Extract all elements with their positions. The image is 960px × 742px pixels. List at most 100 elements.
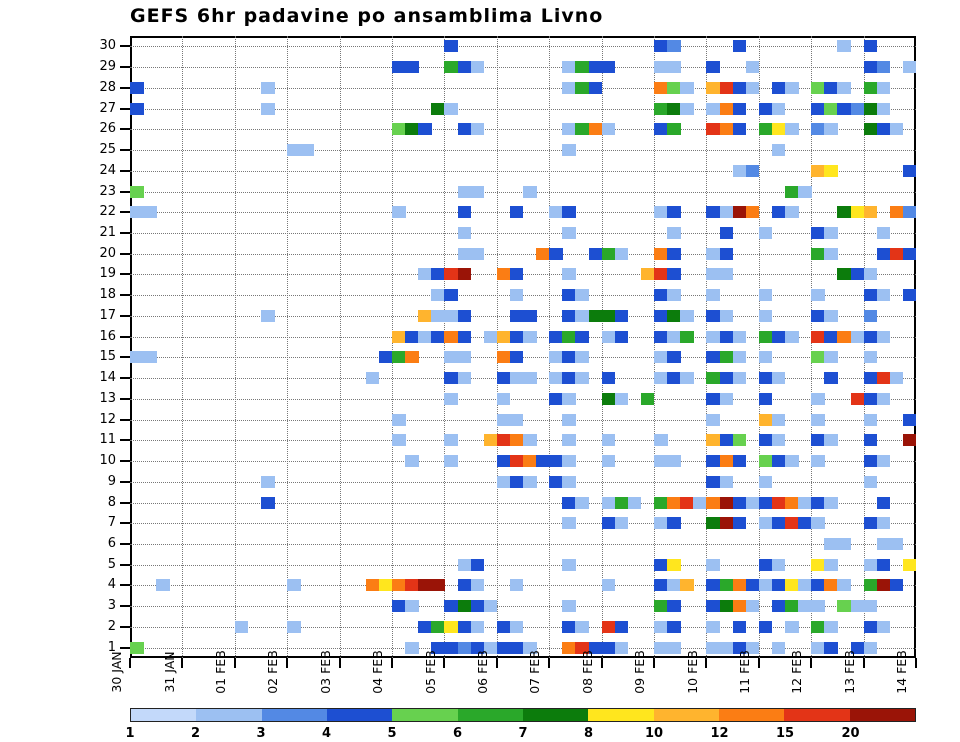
heatmap-cell xyxy=(706,558,720,571)
heatmap-cell xyxy=(509,641,524,654)
y-tick-label: 21 xyxy=(99,224,116,240)
heatmap-cell xyxy=(444,455,458,468)
x-tick xyxy=(548,658,551,668)
heatmap-cell xyxy=(483,330,498,343)
heatmap-cell xyxy=(601,309,616,322)
heatmap-cell xyxy=(654,579,668,592)
heatmap-cell xyxy=(758,434,773,447)
gridline-h xyxy=(130,46,916,48)
x-tick-label-text: 10 FEB xyxy=(684,650,700,694)
heatmap-cell xyxy=(771,123,786,136)
heatmap-cell xyxy=(405,600,419,613)
gridline-v xyxy=(549,36,551,658)
heatmap-cell xyxy=(405,61,419,74)
legend-tick-label: 10 xyxy=(644,726,664,741)
heatmap-cell xyxy=(706,247,720,260)
heatmap-cell xyxy=(588,123,603,136)
heatmap-cell xyxy=(824,372,838,385)
heatmap-cell xyxy=(811,517,825,530)
gridline-h xyxy=(130,502,916,504)
heatmap-cell xyxy=(431,309,445,322)
heatmap-cell xyxy=(811,289,825,302)
heatmap-cell xyxy=(523,455,537,468)
x-tick xyxy=(600,658,603,668)
legend-bar-segment xyxy=(392,709,458,721)
heatmap-cell xyxy=(261,496,275,509)
heatmap-cell xyxy=(758,351,773,364)
heatmap-cell xyxy=(562,517,576,530)
y-tick xyxy=(120,128,130,131)
heatmap-cell xyxy=(785,455,799,468)
legend-tick-label: 8 xyxy=(583,726,594,741)
heatmap-cell xyxy=(654,517,668,530)
heatmap-cell xyxy=(654,620,668,633)
heatmap-cell xyxy=(785,81,799,94)
heatmap-cell xyxy=(549,372,563,385)
gridline-v xyxy=(601,36,603,658)
heatmap-cell xyxy=(824,123,838,136)
y-tick-label: 19 xyxy=(99,266,116,282)
heatmap-cell xyxy=(732,620,747,633)
x-tick-label-text: 07 FEB xyxy=(527,650,543,694)
heatmap-cell xyxy=(640,392,655,405)
heatmap-cell xyxy=(771,81,786,94)
heatmap-cell xyxy=(562,268,576,281)
heatmap-cell xyxy=(654,330,668,343)
heatmap-cell xyxy=(837,330,851,343)
heatmap-cell xyxy=(654,81,668,94)
legend-bar-segment xyxy=(457,709,523,721)
heatmap-cell xyxy=(785,206,799,219)
heatmap-cell xyxy=(470,123,485,136)
heatmap-cell xyxy=(130,351,144,364)
heatmap-cell xyxy=(876,558,891,571)
heatmap-cell xyxy=(758,102,773,115)
heatmap-cell xyxy=(654,247,668,260)
heatmap-cell xyxy=(798,579,812,592)
heatmap-cell xyxy=(575,289,589,302)
heatmap-cell xyxy=(771,372,786,385)
heatmap-cell xyxy=(667,81,681,94)
heatmap-cell xyxy=(719,206,734,219)
heatmap-cell xyxy=(654,600,668,613)
heatmap-cell xyxy=(706,309,720,322)
heatmap-cell xyxy=(575,620,589,633)
heatmap-cell xyxy=(876,289,891,302)
heatmap-cell xyxy=(811,600,825,613)
heatmap-cell xyxy=(509,268,524,281)
y-tick xyxy=(120,335,130,338)
heatmap-cell xyxy=(405,123,419,136)
heatmap-cell xyxy=(667,268,681,281)
y-tick xyxy=(120,66,130,69)
y-tick xyxy=(120,522,130,525)
heatmap-cell xyxy=(509,455,524,468)
heatmap-cell xyxy=(470,247,485,260)
heatmap-cell xyxy=(785,496,799,509)
heatmap-cell xyxy=(837,537,851,550)
legend-tick-label: 7 xyxy=(518,726,528,741)
heatmap-cell xyxy=(732,102,747,115)
y-tick xyxy=(120,86,130,89)
heatmap-cell xyxy=(378,579,393,592)
heatmap-cell xyxy=(444,351,458,364)
heatmap-cell xyxy=(470,579,485,592)
heatmap-cell xyxy=(719,579,734,592)
heatmap-cell xyxy=(405,641,419,654)
heatmap-cell xyxy=(876,372,891,385)
heatmap-cell xyxy=(758,289,773,302)
heatmap-cell xyxy=(392,434,406,447)
heatmap-cell xyxy=(654,351,668,364)
heatmap-cell xyxy=(732,164,747,177)
heatmap-cell xyxy=(392,123,406,136)
heatmap-cell xyxy=(680,496,694,509)
heatmap-cell xyxy=(771,144,786,157)
legend-bar-segment xyxy=(849,709,915,721)
heatmap-cell xyxy=(496,351,511,364)
heatmap-cell xyxy=(523,185,537,198)
heatmap-cell xyxy=(562,413,576,426)
heatmap-cell xyxy=(667,123,681,136)
heatmap-cell xyxy=(837,40,851,53)
heatmap-cell xyxy=(706,351,720,364)
heatmap-cell xyxy=(863,61,878,74)
heatmap-cell xyxy=(667,600,681,613)
heatmap-cell xyxy=(824,496,838,509)
